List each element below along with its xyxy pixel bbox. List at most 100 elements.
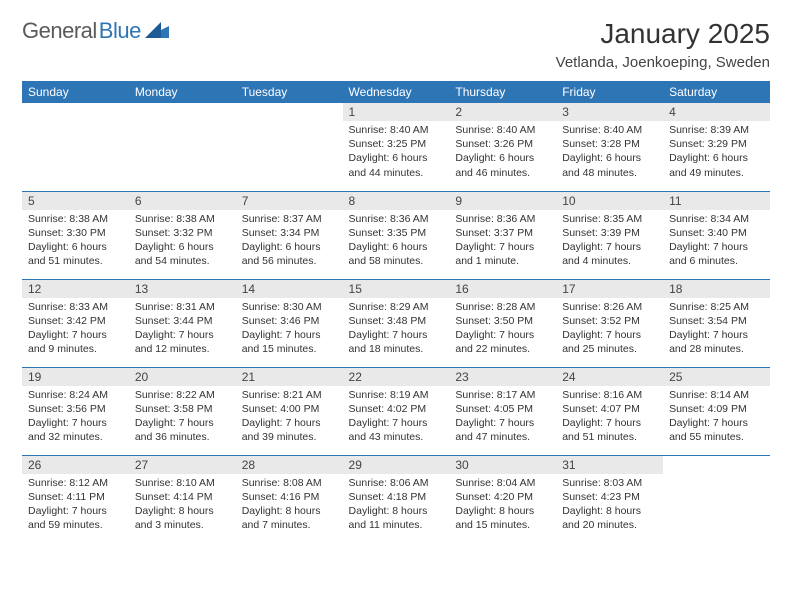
calendar-cell: 21Sunrise: 8:21 AMSunset: 4:00 PMDayligh… xyxy=(236,367,343,455)
location: Vetlanda, Joenkoeping, Sweden xyxy=(556,54,770,71)
day-number: 6 xyxy=(129,192,236,210)
day-number: 19 xyxy=(22,368,129,386)
calendar-body: 1Sunrise: 8:40 AMSunset: 3:25 PMDaylight… xyxy=(22,103,770,543)
calendar-cell: 23Sunrise: 8:17 AMSunset: 4:05 PMDayligh… xyxy=(449,367,556,455)
calendar-head: SundayMondayTuesdayWednesdayThursdayFrid… xyxy=(22,81,770,103)
day-number: 7 xyxy=(236,192,343,210)
day-content: Sunrise: 8:24 AMSunset: 3:56 PMDaylight:… xyxy=(22,386,129,449)
day-number: 15 xyxy=(343,280,450,298)
calendar-cell: 31Sunrise: 8:03 AMSunset: 4:23 PMDayligh… xyxy=(556,455,663,543)
calendar-cell: 28Sunrise: 8:08 AMSunset: 4:16 PMDayligh… xyxy=(236,455,343,543)
day-content: Sunrise: 8:26 AMSunset: 3:52 PMDaylight:… xyxy=(556,298,663,361)
calendar-cell: 6Sunrise: 8:38 AMSunset: 3:32 PMDaylight… xyxy=(129,191,236,279)
day-header: Saturday xyxy=(663,81,770,103)
day-content: Sunrise: 8:39 AMSunset: 3:29 PMDaylight:… xyxy=(663,121,770,184)
calendar-cell: 11Sunrise: 8:34 AMSunset: 3:40 PMDayligh… xyxy=(663,191,770,279)
calendar-cell: 10Sunrise: 8:35 AMSunset: 3:39 PMDayligh… xyxy=(556,191,663,279)
day-content: Sunrise: 8:36 AMSunset: 3:35 PMDaylight:… xyxy=(343,210,450,273)
calendar-cell: 15Sunrise: 8:29 AMSunset: 3:48 PMDayligh… xyxy=(343,279,450,367)
day-content: Sunrise: 8:04 AMSunset: 4:20 PMDaylight:… xyxy=(449,474,556,537)
title-block: January 2025 Vetlanda, Joenkoeping, Swed… xyxy=(556,18,770,71)
day-content: Sunrise: 8:38 AMSunset: 3:32 PMDaylight:… xyxy=(129,210,236,273)
calendar-cell xyxy=(236,103,343,191)
calendar-cell: 9Sunrise: 8:36 AMSunset: 3:37 PMDaylight… xyxy=(449,191,556,279)
month-title: January 2025 xyxy=(556,18,770,50)
calendar-row: 1Sunrise: 8:40 AMSunset: 3:25 PMDaylight… xyxy=(22,103,770,191)
day-number: 25 xyxy=(663,368,770,386)
calendar-cell: 7Sunrise: 8:37 AMSunset: 3:34 PMDaylight… xyxy=(236,191,343,279)
logo-text-blue: Blue xyxy=(99,18,141,44)
day-number: 23 xyxy=(449,368,556,386)
day-number: 28 xyxy=(236,456,343,474)
day-header: Monday xyxy=(129,81,236,103)
day-number: 14 xyxy=(236,280,343,298)
calendar-cell: 8Sunrise: 8:36 AMSunset: 3:35 PMDaylight… xyxy=(343,191,450,279)
day-content: Sunrise: 8:33 AMSunset: 3:42 PMDaylight:… xyxy=(22,298,129,361)
day-number: 16 xyxy=(449,280,556,298)
day-number: 5 xyxy=(22,192,129,210)
logo-text-general: General xyxy=(22,18,97,44)
calendar-cell: 17Sunrise: 8:26 AMSunset: 3:52 PMDayligh… xyxy=(556,279,663,367)
day-content: Sunrise: 8:19 AMSunset: 4:02 PMDaylight:… xyxy=(343,386,450,449)
day-content: Sunrise: 8:40 AMSunset: 3:25 PMDaylight:… xyxy=(343,121,450,184)
day-content: Sunrise: 8:25 AMSunset: 3:54 PMDaylight:… xyxy=(663,298,770,361)
calendar-cell: 4Sunrise: 8:39 AMSunset: 3:29 PMDaylight… xyxy=(663,103,770,191)
day-content: Sunrise: 8:31 AMSunset: 3:44 PMDaylight:… xyxy=(129,298,236,361)
day-content: Sunrise: 8:28 AMSunset: 3:50 PMDaylight:… xyxy=(449,298,556,361)
day-number: 17 xyxy=(556,280,663,298)
calendar-row: 5Sunrise: 8:38 AMSunset: 3:30 PMDaylight… xyxy=(22,191,770,279)
day-number: 30 xyxy=(449,456,556,474)
day-content: Sunrise: 8:30 AMSunset: 3:46 PMDaylight:… xyxy=(236,298,343,361)
calendar-cell: 19Sunrise: 8:24 AMSunset: 3:56 PMDayligh… xyxy=(22,367,129,455)
day-content: Sunrise: 8:40 AMSunset: 3:26 PMDaylight:… xyxy=(449,121,556,184)
day-number: 20 xyxy=(129,368,236,386)
calendar-cell: 26Sunrise: 8:12 AMSunset: 4:11 PMDayligh… xyxy=(22,455,129,543)
calendar-table: SundayMondayTuesdayWednesdayThursdayFrid… xyxy=(22,81,770,543)
day-number: 2 xyxy=(449,103,556,121)
day-content: Sunrise: 8:36 AMSunset: 3:37 PMDaylight:… xyxy=(449,210,556,273)
day-number: 10 xyxy=(556,192,663,210)
day-header: Thursday xyxy=(449,81,556,103)
day-content: Sunrise: 8:14 AMSunset: 4:09 PMDaylight:… xyxy=(663,386,770,449)
calendar-cell: 27Sunrise: 8:10 AMSunset: 4:14 PMDayligh… xyxy=(129,455,236,543)
calendar-cell: 24Sunrise: 8:16 AMSunset: 4:07 PMDayligh… xyxy=(556,367,663,455)
calendar-cell: 1Sunrise: 8:40 AMSunset: 3:25 PMDaylight… xyxy=(343,103,450,191)
calendar-cell: 2Sunrise: 8:40 AMSunset: 3:26 PMDaylight… xyxy=(449,103,556,191)
calendar-cell: 5Sunrise: 8:38 AMSunset: 3:30 PMDaylight… xyxy=(22,191,129,279)
logo-mark-icon xyxy=(145,18,169,44)
calendar-cell: 18Sunrise: 8:25 AMSunset: 3:54 PMDayligh… xyxy=(663,279,770,367)
day-number: 13 xyxy=(129,280,236,298)
day-content: Sunrise: 8:10 AMSunset: 4:14 PMDaylight:… xyxy=(129,474,236,537)
day-content: Sunrise: 8:29 AMSunset: 3:48 PMDaylight:… xyxy=(343,298,450,361)
day-number: 12 xyxy=(22,280,129,298)
day-header: Sunday xyxy=(22,81,129,103)
calendar-cell: 30Sunrise: 8:04 AMSunset: 4:20 PMDayligh… xyxy=(449,455,556,543)
calendar-cell: 13Sunrise: 8:31 AMSunset: 3:44 PMDayligh… xyxy=(129,279,236,367)
logo: GeneralBlue xyxy=(22,18,169,44)
day-content: Sunrise: 8:06 AMSunset: 4:18 PMDaylight:… xyxy=(343,474,450,537)
day-content: Sunrise: 8:40 AMSunset: 3:28 PMDaylight:… xyxy=(556,121,663,184)
calendar-cell xyxy=(663,455,770,543)
calendar-cell: 25Sunrise: 8:14 AMSunset: 4:09 PMDayligh… xyxy=(663,367,770,455)
calendar-cell: 12Sunrise: 8:33 AMSunset: 3:42 PMDayligh… xyxy=(22,279,129,367)
day-content: Sunrise: 8:17 AMSunset: 4:05 PMDaylight:… xyxy=(449,386,556,449)
day-content: Sunrise: 8:34 AMSunset: 3:40 PMDaylight:… xyxy=(663,210,770,273)
day-header: Tuesday xyxy=(236,81,343,103)
day-number: 4 xyxy=(663,103,770,121)
calendar-cell: 20Sunrise: 8:22 AMSunset: 3:58 PMDayligh… xyxy=(129,367,236,455)
day-number: 11 xyxy=(663,192,770,210)
calendar-row: 26Sunrise: 8:12 AMSunset: 4:11 PMDayligh… xyxy=(22,455,770,543)
day-content: Sunrise: 8:16 AMSunset: 4:07 PMDaylight:… xyxy=(556,386,663,449)
day-number: 31 xyxy=(556,456,663,474)
day-header: Friday xyxy=(556,81,663,103)
day-number: 9 xyxy=(449,192,556,210)
day-content: Sunrise: 8:03 AMSunset: 4:23 PMDaylight:… xyxy=(556,474,663,537)
day-number: 24 xyxy=(556,368,663,386)
header: GeneralBlue January 2025 Vetlanda, Joenk… xyxy=(22,18,770,71)
calendar-cell xyxy=(129,103,236,191)
calendar-cell: 29Sunrise: 8:06 AMSunset: 4:18 PMDayligh… xyxy=(343,455,450,543)
calendar-row: 19Sunrise: 8:24 AMSunset: 3:56 PMDayligh… xyxy=(22,367,770,455)
calendar-cell xyxy=(22,103,129,191)
day-number: 26 xyxy=(22,456,129,474)
calendar-cell: 16Sunrise: 8:28 AMSunset: 3:50 PMDayligh… xyxy=(449,279,556,367)
